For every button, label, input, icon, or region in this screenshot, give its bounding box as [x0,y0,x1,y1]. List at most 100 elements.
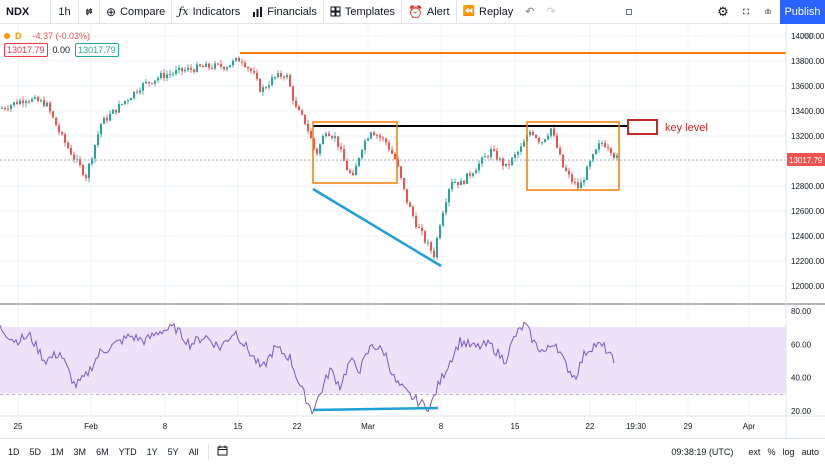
candle-body [613,153,615,158]
alert-label: Alert [426,5,450,18]
camera-icon[interactable] [759,0,777,24]
templates-button[interactable]: Templates [324,0,401,24]
candle-body [445,202,447,213]
candlesticks [1,56,618,260]
price-tick-label: 12600.00 [791,207,825,216]
candle-body [346,160,348,171]
candle-body [421,227,423,232]
candle-body [376,135,378,137]
price-tick-label: 13200.00 [791,132,825,141]
percent-toggle[interactable]: % [767,447,776,457]
price-tick-label: 12400.00 [791,232,825,241]
range-buttons: 1D 5D 1M 3M 6M YTD 1Y 5Y All [0,447,204,457]
candle-body [442,212,444,226]
candle-body [562,154,564,168]
candle-body [334,136,336,139]
goto-date-icon[interactable] [213,445,232,458]
alert-button[interactable]: ⏰ Alert [402,0,456,24]
financials-button[interactable]: Financials [246,0,323,24]
plus-circle-icon: ⊕ [106,4,117,19]
range-button-1d[interactable]: 1D [8,446,20,457]
range-button-5d[interactable]: 5D [29,446,42,457]
market-status-dot-icon [4,33,10,39]
log-toggle[interactable]: log [782,447,795,457]
candle-body [82,165,84,176]
candle-body [274,77,276,79]
candle-body [565,167,567,171]
auto-toggle[interactable]: auto [801,447,819,457]
redo-icon[interactable]: ↷ [546,6,556,18]
replay-button[interactable]: ⏪ Replay [457,0,520,24]
candles-style-icon[interactable] [79,0,99,24]
range-button-3m[interactable]: 3M [73,446,87,457]
range-button-5y[interactable]: 5Y [167,446,179,457]
candle-body [13,102,15,106]
candle-body [271,77,273,86]
publish-button[interactable]: Publish [780,0,825,24]
bid-value[interactable]: 13017.79 [4,43,48,57]
range-button-1y[interactable]: 1Y [146,446,158,457]
price-tick-label: 13800.00 [791,57,825,66]
candle-body [268,85,270,88]
candle-body [358,157,360,166]
fullscreen-icon[interactable] [737,0,755,24]
time-tick-label: 29 [684,422,693,431]
indicators-label: Indicators [192,5,241,18]
rsi-tick-label: 60.00 [791,340,812,349]
candle-body [214,63,216,69]
candle-body [64,134,66,143]
candle-body [574,181,576,183]
candle-body [487,156,489,158]
compare-label: Compare [120,5,166,18]
undo-icon[interactable]: ↶ [525,6,535,18]
candle-body [412,206,414,217]
candle-body [484,156,486,158]
time-tick-label: 22 [586,422,595,431]
candle-body [454,182,456,184]
candle-body [238,57,240,62]
range-button-ytd[interactable]: YTD [118,446,137,457]
candle-body [73,154,75,160]
candle-body [370,132,372,139]
interval-button[interactable]: 1h [58,5,71,18]
candle-body [337,136,339,147]
candle-body [349,170,351,173]
compare-button[interactable]: ⊕ Compare [100,0,171,24]
time-tick-label: 15 [511,422,520,431]
candle-body [175,70,177,74]
time-axis[interactable]: 25 Feb 8 15 22 Mar 8 15 22 19:30 29 Apr [14,422,756,431]
price-chart[interactable]: key level 14000.00 13800.00 13600.00 13400.… [0,24,825,438]
candle-body [196,64,198,72]
candle-body [79,158,81,166]
candle-body [604,142,606,148]
candle-body [451,182,453,190]
candle-body [463,180,465,184]
clock-time[interactable]: 09:38:19 (UTC) [671,447,734,457]
candle-body [373,132,375,136]
candle-body [43,100,45,107]
layout-square-icon[interactable] [620,0,638,24]
indicators-button[interactable]: ƒx Indicators [172,0,246,24]
settings-gear-icon[interactable]: ⚙ [717,3,729,19]
range-button-6m[interactable]: 6M [96,446,109,457]
ask-value[interactable]: 13017.79 [75,43,119,57]
symbol-search[interactable]: NDX [6,5,30,18]
toolbar-divider [171,0,173,24]
candle-body [529,131,531,136]
candle-body [493,149,495,151]
candle-body [607,147,609,149]
price-tick-label: 12800.00 [791,182,825,191]
range-button-all[interactable]: All [188,446,199,457]
candle-body [193,69,195,72]
toolbar-divider [207,443,209,460]
candle-body [58,125,60,133]
candle-body [298,106,300,111]
candle-body [295,100,297,107]
candle-body [313,138,315,149]
range-button-1m[interactable]: 1M [51,446,64,457]
candle-body [139,90,141,93]
ext-toggle[interactable]: ext [748,447,761,457]
price-tick-label: 12200.00 [791,257,825,266]
candle-body [340,146,342,150]
candle-body [277,73,279,78]
